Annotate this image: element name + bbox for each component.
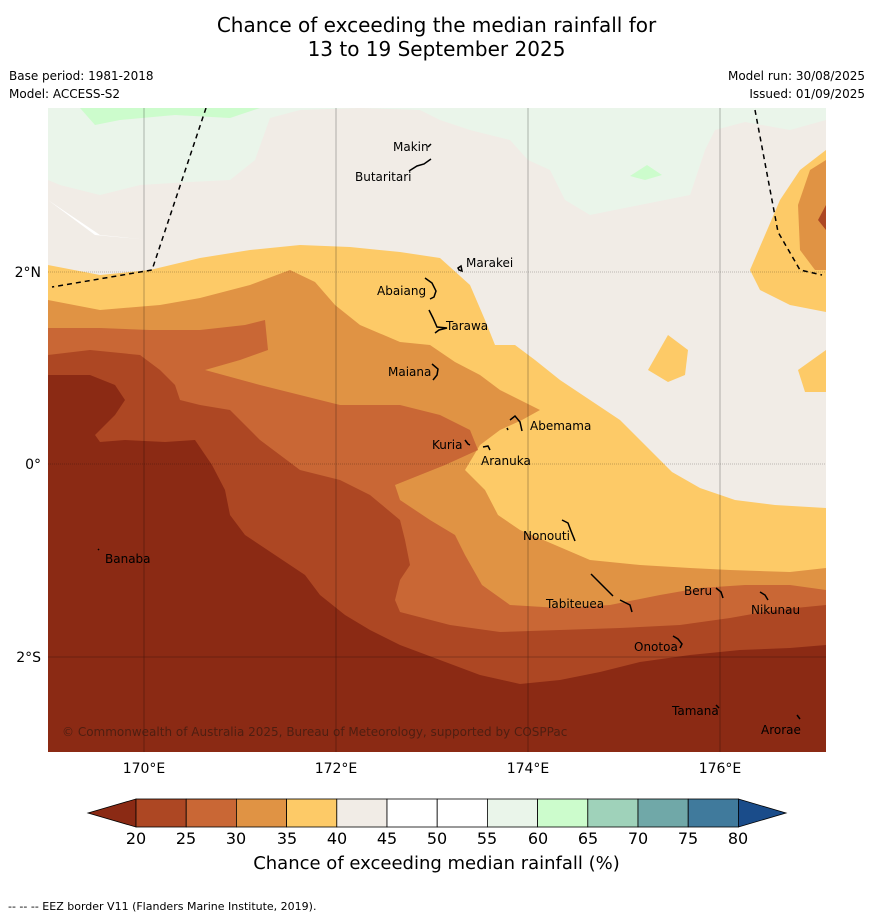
contour-60-65-top: [80, 108, 260, 125]
contour-35-40-patch-b: [798, 350, 826, 392]
label-tabiteuea: Tabiteuea: [545, 597, 604, 611]
lon-label-172e: 172°E: [315, 761, 358, 777]
eez-border-east: [754, 109, 823, 276]
contour-55-60-north: [48, 108, 826, 215]
contour-20-25-east: [818, 205, 826, 230]
colorbar-tick-20: 20: [126, 829, 146, 848]
island-onotoa: [672, 635, 683, 649]
colorbar-35-40: [286, 798, 338, 828]
colorbar-50-55: [436, 798, 488, 828]
colorbar-tick-40: 40: [327, 829, 347, 848]
contour-60-65-east: [630, 165, 662, 180]
label-abaiang: Abaiang: [377, 284, 426, 298]
label-onotoa: Onotoa: [634, 640, 678, 654]
island-tarawa: [428, 309, 448, 334]
colorbar-45-50: [386, 798, 438, 828]
colorbar-tick-70: 70: [628, 829, 648, 848]
island-beru: [715, 587, 724, 599]
title-line-1: Chance of exceeding the median rainfall …: [216, 13, 657, 37]
colorbar-tick-25: 25: [176, 829, 196, 848]
colorbar-65-70: [587, 798, 639, 828]
lat-label-0: 0°: [25, 457, 41, 473]
colorbar-tick-45: 45: [377, 829, 397, 848]
graticule: [48, 108, 826, 752]
colorbar-tick-65: 65: [578, 829, 598, 848]
island-abemama: [506, 414, 523, 432]
island-abaiang: [424, 277, 437, 300]
colorbar-ticks: 20 25 30 35 40 45 50 55 60 65 70 75 80: [126, 829, 748, 848]
island-outlines: [97, 143, 801, 720]
colorbar-55-60: [486, 798, 538, 828]
label-arorae: Arorae: [761, 723, 801, 737]
colorbar-above-80: [738, 798, 788, 828]
contour-below-20: [48, 375, 826, 752]
lon-label-170e: 170°E: [123, 761, 166, 777]
place-labels: Makin Butaritari Marakei Abaiang Tarawa …: [105, 140, 801, 737]
island-butaritari: [408, 158, 432, 172]
contour-layer: Makin Butaritari Marakei Abaiang Tarawa …: [48, 108, 826, 752]
base-period: Base period: 1981-2018: [9, 69, 154, 83]
colorbar-60-65: [537, 798, 589, 828]
island-aranuka: [482, 445, 491, 451]
label-aranuka: Aranuka: [481, 454, 531, 468]
contour-30-35-east: [798, 160, 826, 270]
lon-label-174e: 174°E: [507, 761, 550, 777]
eez-border-west: [51, 108, 207, 288]
issued-date: Issued: 01/09/2025: [749, 87, 865, 101]
model-name: Model: ACCESS-S2: [9, 87, 121, 101]
island-arorae: [796, 714, 801, 720]
label-marakei: Marakei: [466, 256, 513, 270]
island-maiana: [431, 363, 439, 381]
colorbar-40-45: [336, 798, 388, 828]
label-beru: Beru: [684, 584, 712, 598]
island-marakei: [457, 264, 463, 273]
colorbar-tick-30: 30: [226, 829, 246, 848]
label-tamana: Tamana: [671, 704, 719, 718]
colorbar-30-35: [235, 798, 287, 828]
axis-labels: 2°N 0° 2°S 170°E 172°E 174°E 176°E: [15, 265, 742, 777]
island-kuria: [464, 439, 471, 446]
colorbar-20-25: [135, 798, 187, 828]
colorbar-below-20: [86, 798, 137, 828]
copyright-notice: © Commonwealth of Australia 2025, Bureau…: [62, 725, 567, 739]
colorbar: [86, 798, 788, 828]
lat-label-2s: 2°S: [16, 650, 41, 666]
colorbar-25-30: [185, 798, 237, 828]
label-nikunau: Nikunau: [751, 603, 800, 617]
colorbar-tick-80: 80: [728, 829, 748, 848]
label-makin: Makin: [393, 140, 429, 154]
label-nonouti: Nonouti: [523, 529, 570, 543]
island-makin: [427, 143, 432, 148]
label-maiana: Maiana: [388, 365, 431, 379]
colorbar-tick-35: 35: [277, 829, 297, 848]
lon-label-176e: 176°E: [699, 761, 742, 777]
colorbar-tick-55: 55: [477, 829, 497, 848]
eez-footnote: -- -- -- EEZ border V11 (Flanders Marine…: [8, 900, 317, 913]
model-run: Model run: 30/08/2025: [727, 69, 865, 83]
island-tabiteuea: [590, 573, 633, 613]
colorbar-tick-75: 75: [678, 829, 698, 848]
colorbar-tick-60: 60: [528, 829, 548, 848]
lat-label-2n: 2°N: [15, 265, 41, 281]
label-banaba: Banaba: [105, 552, 151, 566]
colorbar-75-80: [687, 798, 739, 828]
label-tarawa: Tarawa: [445, 319, 488, 333]
contour-35-40-patch-a: [648, 335, 688, 382]
colorbar-70-75: [637, 798, 689, 828]
label-butaritari: Butaritari: [355, 170, 412, 184]
label-kuria: Kuria: [432, 438, 463, 452]
colorbar-tick-50: 50: [427, 829, 447, 848]
label-abemama: Abemama: [530, 419, 591, 433]
title-line-2: 13 to 19 September 2025: [307, 37, 566, 61]
colorbar-title: Chance of exceeding median rainfall (%): [253, 853, 620, 874]
island-nikunau: [759, 591, 769, 601]
island-tamana: [715, 704, 720, 709]
island-banaba: [97, 548, 100, 551]
island-nonouti: [561, 519, 576, 542]
